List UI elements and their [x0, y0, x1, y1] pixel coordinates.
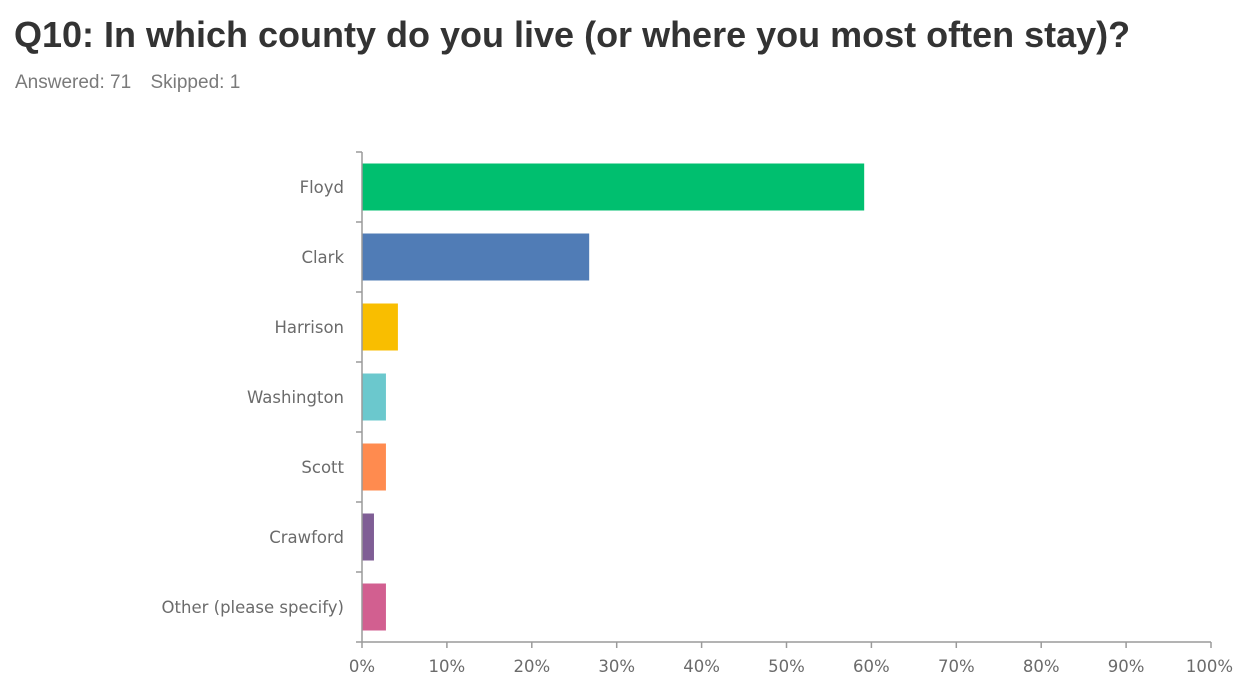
- x-tick-label: 10%: [429, 657, 466, 676]
- x-tick-label: 100%: [1186, 657, 1233, 676]
- x-tick-label: 0%: [349, 657, 375, 676]
- bar-clark: [362, 233, 590, 281]
- x-tick-label: 30%: [598, 657, 635, 676]
- bar-other-please-specify: [362, 583, 386, 631]
- response-summary: Answered: 71 Skipped: 1: [15, 72, 254, 94]
- x-tick-label: 60%: [853, 657, 890, 676]
- x-tick-label: 70%: [938, 657, 975, 676]
- category-label: Other (please specify): [162, 598, 344, 617]
- bars-group: [362, 163, 865, 631]
- axes: [356, 151, 1212, 648]
- x-tick-label: 40%: [683, 657, 720, 676]
- category-label: Washington: [247, 388, 344, 407]
- category-label: Harrison: [274, 318, 344, 337]
- category-label: Clark: [301, 248, 344, 267]
- x-tick-label: 90%: [1108, 657, 1145, 676]
- bar-scott: [362, 443, 386, 491]
- category-label: Floyd: [300, 178, 344, 197]
- x-tick-label: 80%: [1023, 657, 1060, 676]
- bar-harrison: [362, 303, 398, 351]
- category-labels: Floyd Clark Harrison Washington Scott Crawfor…: [162, 178, 345, 617]
- x-tick-labels: 0% 10% 20% 30% 40% 50% 60% 70% 80% 90% 100%: [349, 657, 1233, 676]
- answered-count: Answered: 71: [15, 72, 132, 93]
- x-tick-label: 50%: [768, 657, 805, 676]
- x-tick-label: 20%: [513, 657, 550, 676]
- page-title: Q10: In which county do you live (or whe…: [14, 14, 1131, 55]
- bar-floyd: [362, 163, 865, 211]
- category-label: Crawford: [269, 528, 344, 547]
- category-label: Scott: [301, 458, 344, 477]
- skipped-count: Skipped: 1: [150, 72, 241, 93]
- bar-crawford: [362, 513, 374, 561]
- bar-washington: [362, 373, 386, 421]
